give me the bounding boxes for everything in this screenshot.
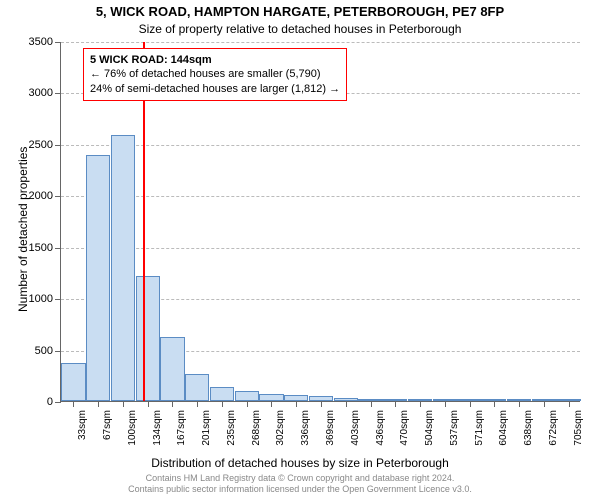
grid-line	[61, 42, 580, 43]
plot-area: 050010001500200025003000350033sqm67sqm10…	[60, 42, 580, 402]
x-tick	[395, 401, 396, 407]
x-tick-label: 235sqm	[226, 410, 237, 446]
chart-container: 5, WICK ROAD, HAMPTON HARGATE, PETERBORO…	[0, 0, 600, 500]
x-tick-label: 268sqm	[251, 410, 262, 446]
y-tick-label: 500	[35, 345, 53, 357]
x-tick	[470, 401, 471, 407]
x-tick	[172, 401, 173, 407]
x-tick-label: 201sqm	[201, 410, 212, 446]
histogram-bar	[136, 276, 160, 401]
histogram-bar	[61, 363, 85, 401]
x-tick-label: 638sqm	[523, 410, 534, 446]
x-tick	[123, 401, 124, 407]
x-tick	[494, 401, 495, 407]
x-tick	[371, 401, 372, 407]
x-tick	[148, 401, 149, 407]
grid-line	[61, 145, 580, 146]
x-tick-label: 33sqm	[77, 410, 88, 440]
histogram-bar	[111, 135, 135, 401]
histogram-bar	[160, 337, 184, 401]
x-tick	[569, 401, 570, 407]
x-tick-label: 705sqm	[573, 410, 584, 446]
histogram-bar	[210, 387, 234, 401]
x-tick-label: 436sqm	[375, 410, 386, 446]
title-address: 5, WICK ROAD, HAMPTON HARGATE, PETERBORO…	[0, 4, 600, 19]
x-tick-label: 604sqm	[498, 410, 509, 446]
x-tick	[519, 401, 520, 407]
y-tick-label: 0	[47, 396, 53, 408]
x-tick	[445, 401, 446, 407]
x-tick-label: 100sqm	[127, 410, 138, 446]
x-tick	[346, 401, 347, 407]
histogram-bar	[185, 374, 209, 401]
x-tick-label: 302sqm	[275, 410, 286, 446]
x-tick-label: 403sqm	[350, 410, 361, 446]
x-tick	[222, 401, 223, 407]
x-tick	[73, 401, 74, 407]
title-subtitle: Size of property relative to detached ho…	[0, 22, 600, 36]
x-axis-label: Distribution of detached houses by size …	[0, 456, 600, 470]
x-tick	[197, 401, 198, 407]
x-tick-label: 504sqm	[424, 410, 435, 446]
x-tick-label: 470sqm	[399, 410, 410, 446]
y-tick	[55, 42, 61, 43]
y-axis-label: Number of detached properties	[16, 147, 30, 312]
y-tick-label: 3000	[29, 87, 53, 99]
x-tick	[271, 401, 272, 407]
x-tick	[296, 401, 297, 407]
annotation-line2: ← 76% of detached houses are smaller (5,…	[90, 67, 340, 81]
x-tick	[98, 401, 99, 407]
grid-line	[61, 196, 580, 197]
y-tick	[55, 351, 61, 352]
x-tick-label: 537sqm	[449, 410, 460, 446]
x-tick-label: 336sqm	[300, 410, 311, 446]
x-tick-label: 167sqm	[176, 410, 187, 446]
y-tick	[55, 299, 61, 300]
histogram-bar	[86, 155, 110, 401]
footer-line1: Contains HM Land Registry data © Crown c…	[0, 473, 600, 485]
grid-line	[61, 248, 580, 249]
y-tick	[55, 248, 61, 249]
x-tick	[544, 401, 545, 407]
annotation-box: 5 WICK ROAD: 144sqm← 76% of detached hou…	[83, 48, 347, 101]
y-tick	[55, 196, 61, 197]
x-tick	[321, 401, 322, 407]
annotation-line1: 5 WICK ROAD: 144sqm	[90, 53, 340, 67]
footer-attribution: Contains HM Land Registry data © Crown c…	[0, 473, 600, 496]
x-tick	[247, 401, 248, 407]
y-tick	[55, 402, 61, 403]
annotation-line3: 24% of semi-detached houses are larger (…	[90, 82, 340, 96]
x-tick-label: 67sqm	[102, 410, 113, 440]
y-tick-label: 1500	[29, 242, 53, 254]
x-tick-label: 369sqm	[325, 410, 336, 446]
y-tick	[55, 93, 61, 94]
y-tick-label: 2000	[29, 190, 53, 202]
y-tick-label: 1000	[29, 293, 53, 305]
x-tick-label: 571sqm	[474, 410, 485, 446]
x-tick-label: 134sqm	[152, 410, 163, 446]
footer-line2: Contains public sector information licen…	[0, 484, 600, 496]
y-tick-label: 2500	[29, 139, 53, 151]
y-tick	[55, 145, 61, 146]
histogram-bar	[235, 391, 259, 401]
x-tick-label: 672sqm	[548, 410, 559, 446]
x-tick	[420, 401, 421, 407]
y-tick-label: 3500	[29, 36, 53, 48]
histogram-bar	[259, 394, 283, 401]
